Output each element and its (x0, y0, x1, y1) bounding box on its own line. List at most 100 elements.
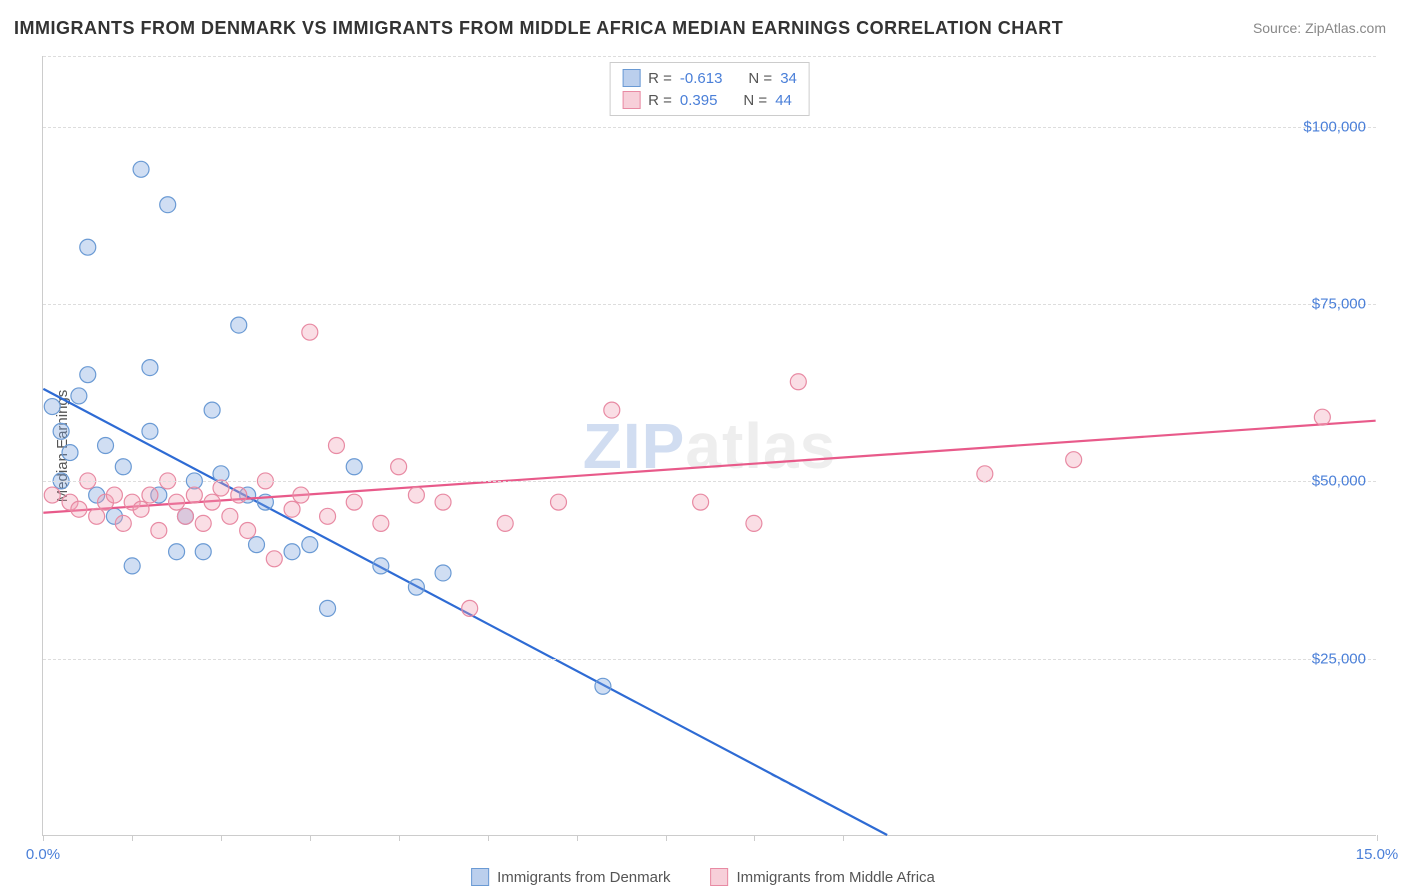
data-point (44, 399, 60, 415)
gridline-horizontal (43, 481, 1376, 482)
data-point (204, 402, 220, 418)
x-tick (132, 835, 133, 841)
x-tick (43, 835, 44, 841)
x-tick (310, 835, 311, 841)
y-tick-label: $25,000 (1312, 650, 1366, 667)
data-point (373, 558, 389, 574)
y-tick-label: $100,000 (1303, 118, 1366, 135)
data-point (80, 239, 96, 255)
gridline-horizontal (43, 304, 1376, 305)
y-tick-label: $75,000 (1312, 296, 1366, 313)
data-point (302, 537, 318, 553)
data-point (44, 487, 60, 503)
data-point (133, 501, 149, 517)
data-point (160, 197, 176, 213)
data-point (320, 508, 336, 524)
data-point (284, 501, 300, 517)
data-point (435, 494, 451, 510)
data-point (222, 508, 238, 524)
swatch-middle-africa-icon (710, 868, 728, 886)
x-tick-label-right: 15.0% (1356, 846, 1399, 863)
data-point (89, 508, 105, 524)
data-point (346, 459, 362, 475)
data-point (391, 459, 407, 475)
data-point (497, 515, 513, 531)
swatch-denmark (622, 69, 640, 87)
data-point (80, 367, 96, 383)
gridline-horizontal (43, 659, 1376, 660)
data-point (1066, 452, 1082, 468)
data-point (133, 161, 149, 177)
data-point (266, 551, 282, 567)
data-point (462, 600, 478, 616)
data-point (142, 360, 158, 376)
data-point (320, 600, 336, 616)
gridline-horizontal (43, 56, 1376, 57)
data-point (177, 508, 193, 524)
data-point (151, 522, 167, 538)
r-label: R = (648, 92, 672, 109)
data-point (977, 466, 993, 482)
x-tick (843, 835, 844, 841)
data-point (408, 487, 424, 503)
y-tick-label: $50,000 (1312, 473, 1366, 490)
data-point (195, 515, 211, 531)
legend-item-denmark: Immigrants from Denmark (471, 868, 670, 886)
r-label: R = (648, 70, 672, 87)
data-point (408, 579, 424, 595)
data-point (231, 487, 247, 503)
r-value-denmark: -0.613 (680, 70, 723, 87)
data-point (124, 558, 140, 574)
data-point (693, 494, 709, 510)
data-point (346, 494, 362, 510)
data-point (249, 537, 265, 553)
data-point (240, 522, 256, 538)
n-value-denmark: 34 (780, 70, 797, 87)
x-tick (399, 835, 400, 841)
source-attribution: Source: ZipAtlas.com (1253, 20, 1386, 36)
n-label: N = (748, 70, 772, 87)
swatch-denmark-icon (471, 868, 489, 886)
data-point (142, 423, 158, 439)
data-point (293, 487, 309, 503)
correlation-stats-legend: R = -0.613 N = 34 R = 0.395 N = 44 (609, 62, 810, 116)
data-point (71, 501, 87, 517)
r-value-middle-africa: 0.395 (680, 92, 718, 109)
data-point (98, 438, 114, 454)
data-point (231, 317, 247, 333)
gridline-horizontal (43, 127, 1376, 128)
x-tick (221, 835, 222, 841)
series-legend: Immigrants from Denmark Immigrants from … (471, 868, 935, 886)
stats-row-middle-africa: R = 0.395 N = 44 (622, 89, 797, 111)
data-point (195, 544, 211, 560)
data-point (115, 515, 131, 531)
data-point (328, 438, 344, 454)
x-tick-label-left: 0.0% (26, 846, 60, 863)
data-point (373, 515, 389, 531)
data-point (595, 678, 611, 694)
scatter-plot: ZIPatlas R = -0.613 N = 34 R = 0.395 N =… (42, 56, 1376, 836)
legend-label-middle-africa: Immigrants from Middle Africa (736, 869, 934, 886)
chart-svg-layer (43, 56, 1376, 835)
data-point (746, 515, 762, 531)
data-point (1314, 409, 1330, 425)
data-point (604, 402, 620, 418)
legend-label-denmark: Immigrants from Denmark (497, 869, 670, 886)
x-tick (1377, 835, 1378, 841)
x-tick (488, 835, 489, 841)
data-point (53, 423, 69, 439)
data-point (115, 459, 131, 475)
x-tick (577, 835, 578, 841)
data-point (142, 487, 158, 503)
data-point (71, 388, 87, 404)
data-point (284, 544, 300, 560)
data-point (62, 445, 78, 461)
data-point (186, 487, 202, 503)
n-value-middle-africa: 44 (775, 92, 792, 109)
data-point (790, 374, 806, 390)
x-tick (754, 835, 755, 841)
swatch-middle-africa (622, 91, 640, 109)
x-tick (666, 835, 667, 841)
data-point (169, 494, 185, 510)
data-point (435, 565, 451, 581)
